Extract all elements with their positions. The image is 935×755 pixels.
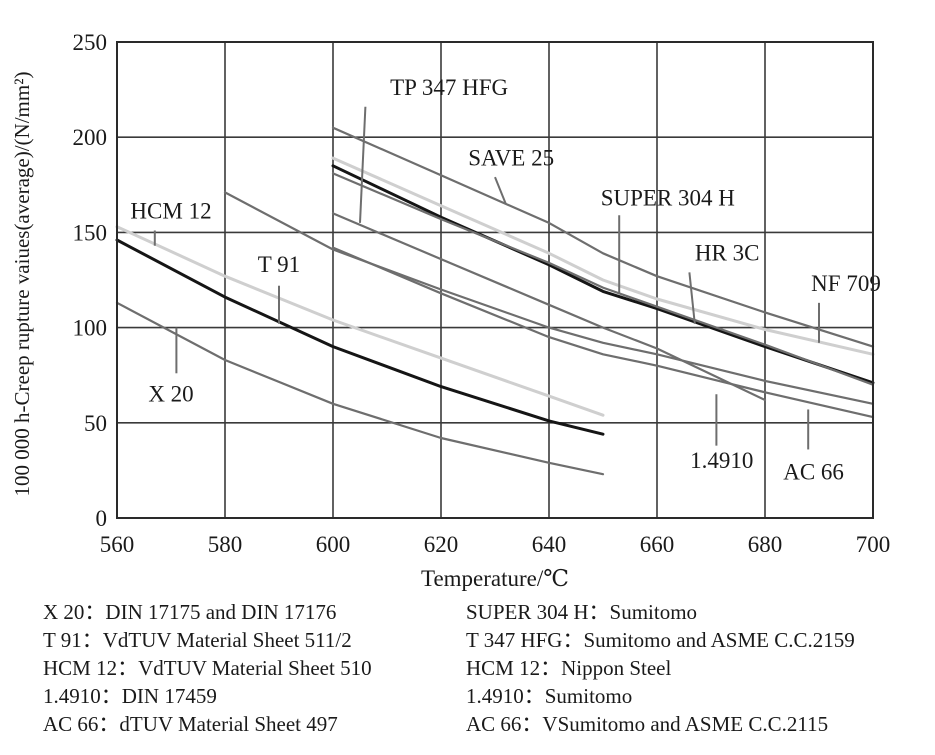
series-line-7 <box>331 172 875 386</box>
annotation-leaders <box>153 106 820 450</box>
x-tick-label: 640 <box>532 532 567 557</box>
x-tick-label: 680 <box>748 532 783 557</box>
series-line-6 <box>331 164 875 385</box>
note-x20: X 20：DIN 17175 and DIN 17176 <box>43 600 337 624</box>
x-tick-labels: 560 580 600 620 640 660 680 700 <box>100 532 891 557</box>
x-tick-label: 580 <box>208 532 243 557</box>
series-line-9 <box>331 246 875 419</box>
note-t91: T 91：VdTUV Material Sheet 511/2 <box>43 628 352 652</box>
annotation-label: HCM 12 <box>130 199 211 224</box>
annotation-label: TP 347 HFG <box>390 75 508 100</box>
series-line-5 <box>331 156 875 356</box>
annotation-label: X 20 <box>148 381 193 406</box>
annotation-label: HR 3C <box>695 241 760 266</box>
y-axis-label: 100 000 h-Creep rupture vaiues(average)/… <box>10 72 34 497</box>
y-tick-label: 250 <box>73 30 108 55</box>
y-tick-label: 100 <box>73 316 108 341</box>
creep-rupture-chart: TP 347 HFG SAVE 25 SUPER 304 H HR 3C NF 709 H… <box>10 30 891 591</box>
series-line-4 <box>331 126 875 348</box>
annotation-label: SUPER 304 H <box>601 185 735 210</box>
y-tick-labels: 0 50 100 150 200 250 <box>73 30 108 531</box>
note-t347hfg: T 347 HFG：Sumitomo and ASME C.C.2159 <box>466 628 855 652</box>
note-14910-sumitomo: 1.4910：Sumitomo <box>466 684 633 708</box>
x-tick-label: 620 <box>424 532 459 557</box>
x-tick-label: 660 <box>640 532 675 557</box>
series-line-2 <box>115 225 605 417</box>
note-hcm12: HCM 12：VdTUV Material Sheet 510 <box>43 656 372 680</box>
x-axis-label: Temperature/℃ <box>421 566 569 591</box>
annotation-label: AC 66 <box>783 459 844 484</box>
annotation-label: SAVE 25 <box>468 145 554 170</box>
annotation-leader <box>494 176 507 205</box>
note-14910: 1.4910：DIN 17459 <box>43 684 217 708</box>
y-tick-label: 200 <box>73 125 108 150</box>
series-line-0 <box>115 301 605 476</box>
annotation-label: NF 709 <box>811 271 881 296</box>
x-tick-label: 600 <box>316 532 351 557</box>
y-tick-label: 0 <box>96 506 108 531</box>
note-super304h: SUPER 304 H：Sumitomo <box>466 600 698 624</box>
y-tick-label: 150 <box>73 220 108 245</box>
x-tick-label: 700 <box>856 532 891 557</box>
annotation-label: T 91 <box>258 252 300 277</box>
note-hcm12-ns: HCM 12：Nippon Steel <box>466 656 672 680</box>
note-ac66: AC 66：dTUV Material Sheet 497 <box>43 712 338 736</box>
source-notes: X 20：DIN 17175 and DIN 17176 T 91：VdTUV … <box>0 596 935 746</box>
annotation-leader <box>359 106 367 223</box>
annotation-label: 1.4910 <box>690 448 753 473</box>
y-tick-label: 50 <box>84 411 107 436</box>
annotations: TP 347 HFG SAVE 25 SUPER 304 H HR 3C NF 709 H… <box>130 75 880 485</box>
series-line-8 <box>331 212 767 402</box>
x-tick-label: 560 <box>100 532 135 557</box>
annotation-leader <box>688 272 696 324</box>
note-ac66-sumitomo: AC 66：VSumitomo and ASME C.C.2115 <box>466 712 829 736</box>
series-lines <box>115 126 875 476</box>
series-line-1 <box>115 238 605 436</box>
plot-frame <box>116 41 874 519</box>
